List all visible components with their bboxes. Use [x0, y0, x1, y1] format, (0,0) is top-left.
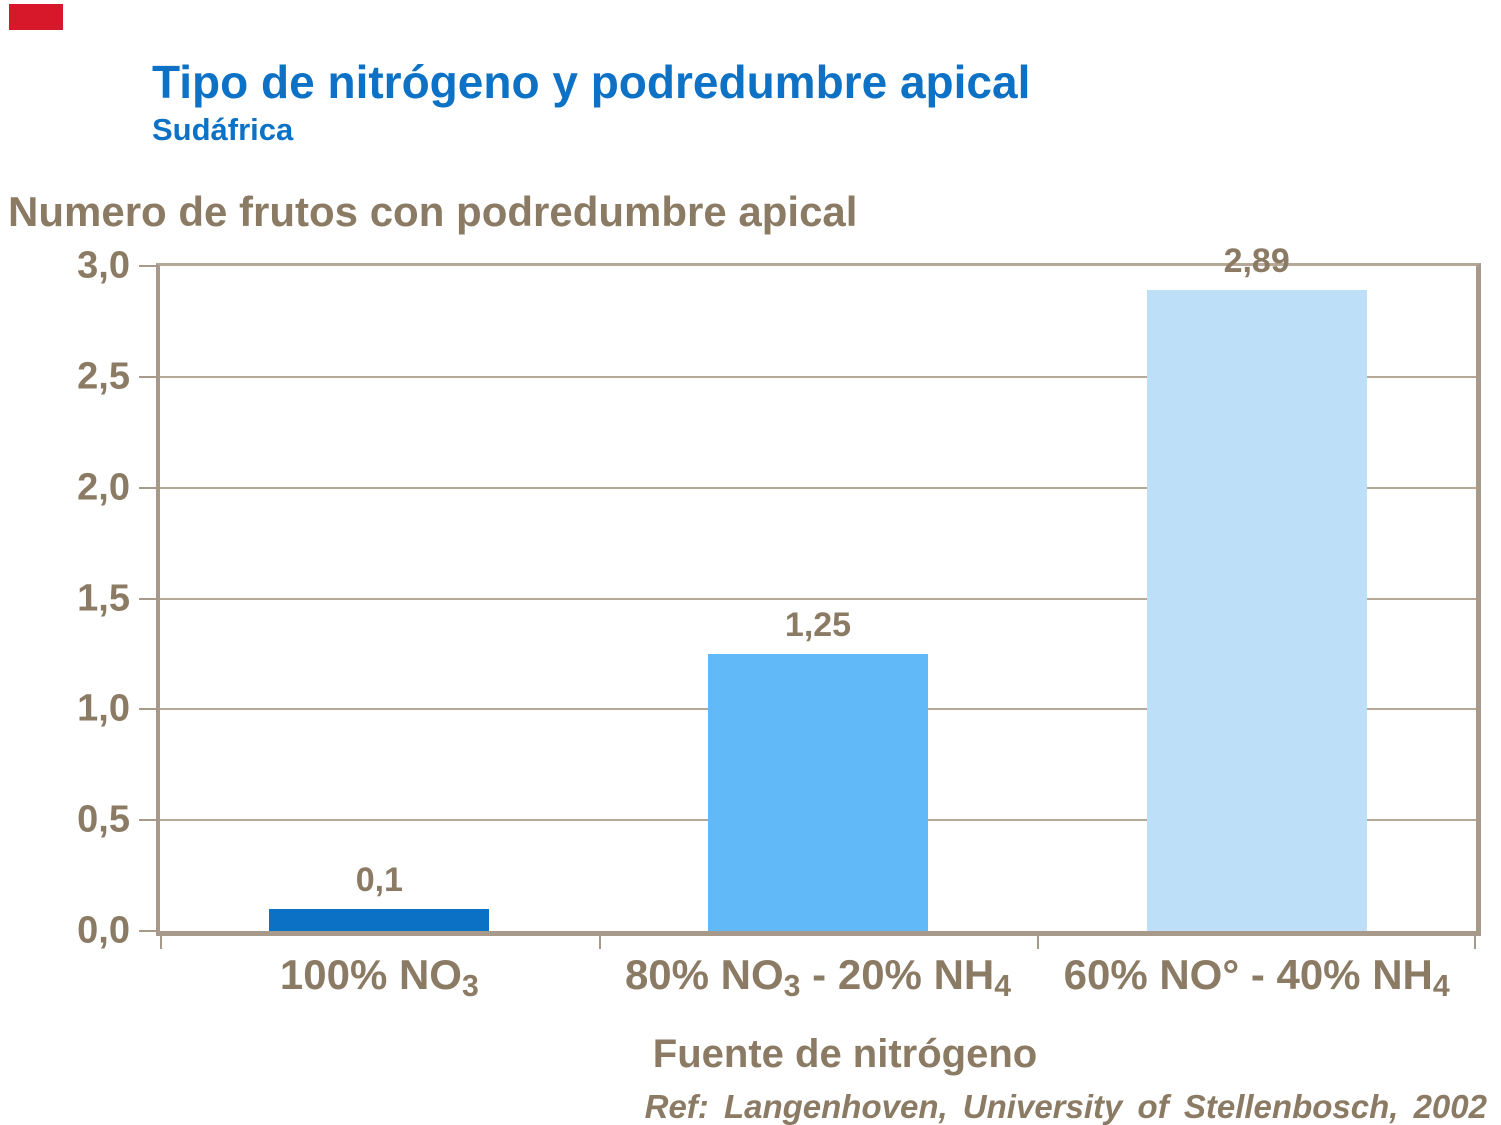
gridline [160, 375, 1476, 378]
x-tick-mark [1037, 936, 1040, 949]
y-tick-mark [139, 486, 156, 489]
category-label: 100% NO3 [279, 951, 479, 1003]
slide-subtitle: Sudáfrica [152, 112, 294, 147]
bar-80% NO3 - 20% NH4 [708, 653, 928, 931]
category-label-text: - 20% NH [800, 951, 995, 998]
bar-value-label: 1,25 [784, 605, 852, 644]
reference-citation: Ref: Langenhoven, University of Stellenb… [644, 1088, 1487, 1125]
x-tick-mark [598, 936, 601, 949]
category-label-subscript: 4 [1432, 969, 1450, 1003]
y-tick-mark [139, 819, 156, 822]
bar-value-label: 2,89 [1223, 242, 1290, 281]
category-label: 60% NO° - 40% NH4 [1063, 951, 1450, 1003]
y-tick-label: 2,5 [77, 355, 130, 398]
x-tick-mark [1474, 936, 1476, 949]
category-label-subscript: 3 [461, 969, 479, 1003]
category-label-text: 60% NO° - 40% NH [1063, 951, 1433, 998]
category-label: 80% NO3 - 20% NH4 [624, 951, 1011, 1003]
x-tick-mark [160, 936, 162, 949]
x-axis-title: Fuente de nitrógeno [652, 1032, 1038, 1076]
bar-60% NO° - 40% NH4 [1146, 290, 1367, 931]
slide-title: Tipo de nitrógeno y podredumbre apical [152, 56, 1031, 108]
y-tick-mark [139, 708, 156, 711]
y-tick-mark [139, 265, 156, 267]
chart-plot-area: 3,0 2,5 2,0 1,5 1,0 0,5 0,0 0,1 100% NO3 1,25 80% … [77, 242, 1481, 1003]
category-label-text: 80% NO [624, 951, 784, 998]
y-axis-title: Numero de frutos con podredumbre apical [8, 188, 858, 235]
y-tick-label: 1,0 [77, 687, 130, 730]
gridline [160, 486, 1476, 489]
y-tick-label: 0,0 [77, 909, 130, 952]
category-label-subscript: 3 [783, 969, 801, 1003]
brand-red-square [9, 4, 63, 30]
category-label-text: 100% NO [279, 951, 462, 998]
y-tick-label: 3,0 [77, 244, 130, 287]
y-tick-mark [139, 930, 156, 932]
bar-value-label: 0,1 [355, 860, 403, 899]
y-tick-label: 0,5 [77, 798, 130, 841]
y-tick-mark [139, 375, 156, 378]
y-tick-mark [139, 597, 156, 600]
category-label-subscript: 4 [994, 969, 1012, 1003]
y-tick-label: 2,0 [77, 466, 130, 509]
bar-100% NO3 [269, 908, 490, 931]
y-tick-label: 1,5 [77, 577, 130, 619]
gridline [160, 597, 1476, 600]
